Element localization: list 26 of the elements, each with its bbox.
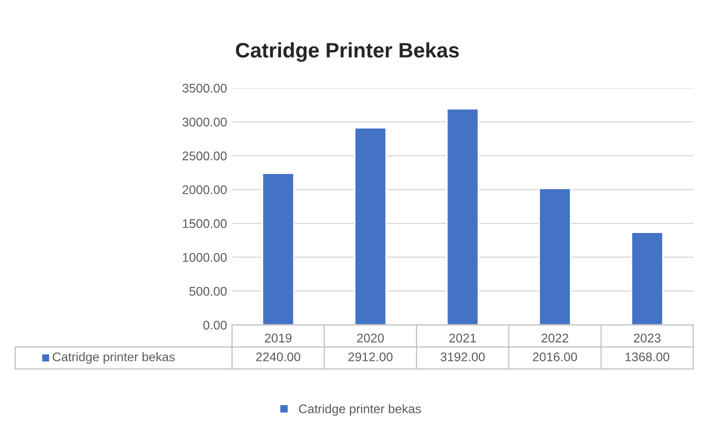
y-tick-label: 3500.00 <box>182 84 227 93</box>
data-label: 1368.00 <box>626 352 670 362</box>
data-label: 2240.00 <box>256 352 300 362</box>
data-label: 2912.00 <box>348 352 393 362</box>
y-tick-label: 1000.00 <box>182 253 227 262</box>
x-tick-label: 2021 <box>449 334 476 342</box>
x-tick-label: 2019 <box>264 334 292 342</box>
x-tick-label: 2023 <box>634 334 661 342</box>
bar <box>262 172 295 325</box>
data-label: 2016.00 <box>532 352 578 362</box>
x-tick-label: 2020 <box>357 334 384 342</box>
bar <box>630 232 664 325</box>
data-label: 3192.00 <box>440 352 485 362</box>
y-tick-label: 500.00 <box>189 286 227 296</box>
bar <box>538 188 572 325</box>
y-tick-label: 3000.00 <box>182 118 227 126</box>
y-tick-label: 1500.00 <box>182 219 227 228</box>
y-tick-label: 2500.00 <box>182 151 227 160</box>
chart-title: Catridge Printer Bekas <box>236 42 459 62</box>
x-tick-label: 2022 <box>542 334 568 342</box>
legend-label: Catridge printer bekas <box>299 404 421 416</box>
text: Catridge printer bekas <box>52 352 175 364</box>
y-tick-label: 0.00 <box>203 320 227 330</box>
bar <box>354 127 387 325</box>
bar <box>446 108 480 325</box>
y-tick-label: 2000.00 <box>182 185 227 194</box>
